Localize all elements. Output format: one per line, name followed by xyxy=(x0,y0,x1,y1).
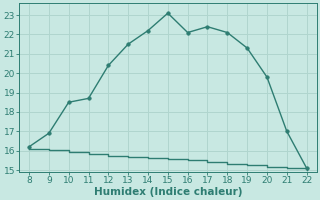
X-axis label: Humidex (Indice chaleur): Humidex (Indice chaleur) xyxy=(93,187,242,197)
